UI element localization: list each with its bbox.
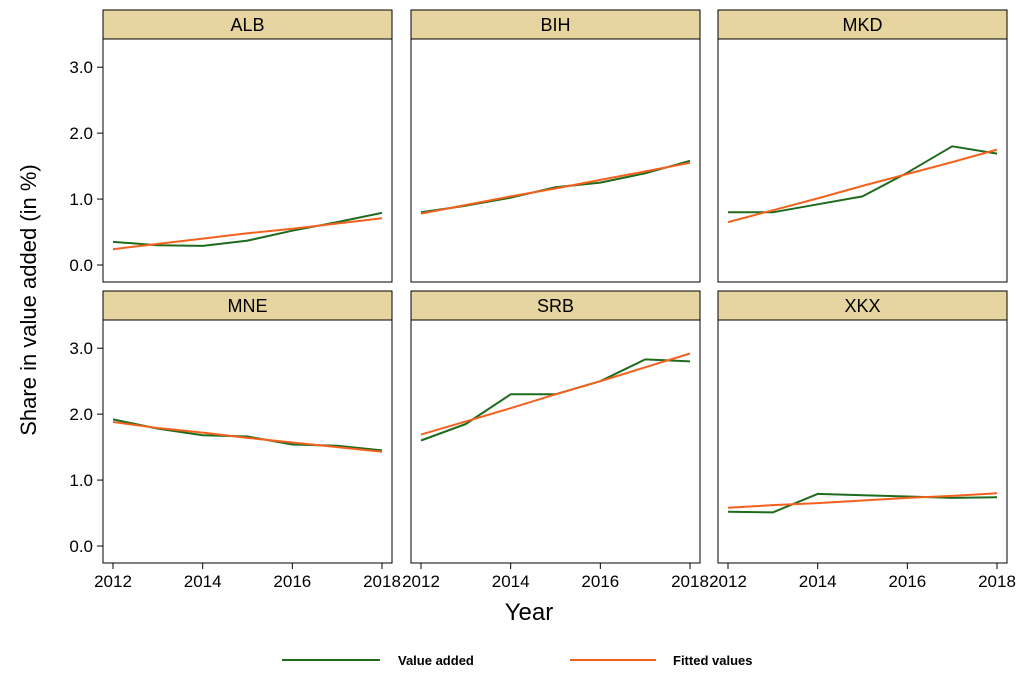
y-tick-label: 2.0: [69, 124, 93, 143]
x-tick-label: 2012: [709, 572, 747, 591]
legend-label-fitted: Fitted values: [673, 653, 752, 668]
panel-strip: [102, 290, 393, 321]
x-tick-label: 2014: [799, 572, 837, 591]
legend: Value added Fitted values: [282, 653, 752, 668]
x-tick-label: 2018: [978, 572, 1016, 591]
panel-frame: [410, 319, 701, 564]
panel-frame: [410, 38, 701, 283]
x-tick-label: 2018: [363, 572, 401, 591]
fitted-values-line: [727, 492, 998, 509]
value-added-line: [112, 211, 383, 247]
legend-label-value-added: Value added: [398, 653, 474, 668]
x-tick-label: 2014: [184, 572, 222, 591]
panel-mne: MNE 0.0 1.0 2.0 3.0 2012 2014 2016 2018: [69, 290, 401, 591]
panel-strip: [717, 9, 1008, 40]
value-added-line: [728, 145, 998, 214]
fitted-values-line: [420, 161, 691, 215]
y-tick-label: 1.0: [69, 471, 93, 490]
fitted-values-line: [420, 352, 691, 436]
panel-title: MKD: [843, 15, 883, 35]
fitted-values-line: [727, 148, 998, 224]
value-added-line: [727, 492, 998, 514]
panel-bih: BIH: [410, 9, 701, 283]
panel-frame: [717, 319, 1008, 564]
panel-alb: ALB 0.0 1.0 2.0 3.0: [69, 9, 393, 283]
panel-title: SRB: [537, 296, 574, 316]
y-tick-label: 2.0: [69, 405, 93, 424]
x-tick-label: 2016: [581, 572, 619, 591]
panel-mkd: MKD: [717, 9, 1008, 283]
panel-title: MNE: [228, 296, 268, 316]
panel-title: BIH: [540, 15, 570, 35]
y-tick-label: 0.0: [69, 537, 93, 556]
x-axis-title: Year: [505, 599, 554, 626]
fitted-values-line: [112, 421, 383, 453]
y-tick-label: 3.0: [69, 58, 93, 77]
x-tick-label: 2016: [273, 572, 311, 591]
panel-title: ALB: [230, 15, 264, 35]
y-axis-title: Share in value added (in %): [16, 164, 41, 436]
panel-frame: [717, 38, 1008, 283]
panel-title: XKX: [844, 296, 880, 316]
fitted-values-line: [112, 217, 383, 251]
x-tick-label: 2012: [94, 572, 132, 591]
y-tick-label: 3.0: [69, 339, 93, 358]
x-tick-label: 2018: [671, 572, 709, 591]
panel-frame: [102, 319, 393, 564]
panel-srb: SRB 2012 2014 2016 2018: [402, 290, 709, 591]
panel-strip: [410, 9, 701, 40]
panel-xkx: XKX 2012 2014 2016 2018: [709, 290, 1016, 591]
x-tick-label: 2014: [492, 572, 530, 591]
y-tick-label: 0.0: [69, 256, 93, 275]
x-tick-label: 2012: [402, 572, 440, 591]
x-tick-label: 2016: [888, 572, 926, 591]
panel-strip: [102, 9, 393, 40]
y-tick-label: 1.0: [69, 190, 93, 209]
